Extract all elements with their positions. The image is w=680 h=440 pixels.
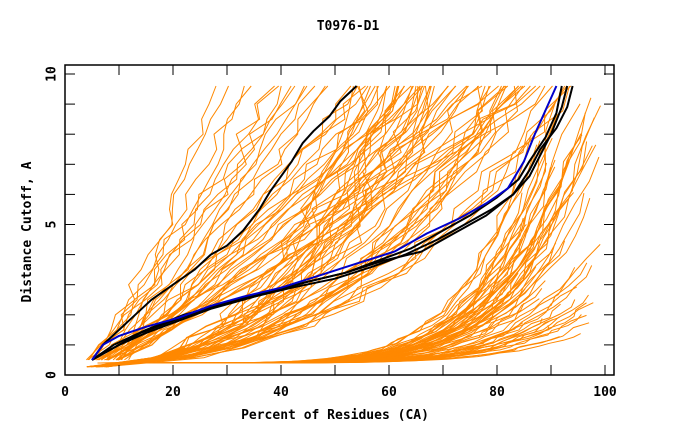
model-line	[106, 85, 326, 361]
model-line	[97, 172, 518, 364]
model-line	[101, 85, 369, 361]
series-line-black-2	[91, 85, 569, 361]
model-line	[90, 85, 486, 368]
model-line	[89, 85, 366, 368]
plot-frame	[64, 64, 615, 376]
model-line	[107, 322, 524, 364]
model-line	[97, 85, 388, 368]
chart-title: T0976-D1	[317, 19, 380, 34]
model-line	[94, 85, 229, 361]
model-line	[91, 85, 369, 368]
model-line	[105, 85, 376, 368]
x-tick-label: 0	[61, 385, 69, 400]
model-line	[93, 85, 480, 361]
model-line	[96, 85, 566, 368]
x-tick-label: 20	[165, 385, 181, 400]
model-line	[107, 85, 379, 361]
x-axis-label: Percent of Residues (CA)	[241, 408, 429, 423]
model-line	[116, 85, 546, 361]
series-line-black-1	[91, 85, 358, 361]
highlight-lines	[91, 85, 574, 361]
model-line	[88, 85, 245, 361]
model-line	[100, 239, 521, 364]
model-line	[100, 145, 593, 364]
axis-ticks	[64, 65, 614, 376]
model-line	[100, 85, 425, 368]
model-line	[105, 85, 572, 368]
model-line	[107, 85, 406, 368]
y-tick-labels: 0 5 10	[45, 66, 60, 379]
model-line	[102, 318, 553, 364]
other-models-lines	[86, 85, 601, 368]
model-line	[115, 85, 329, 361]
y-tick-label: 0	[45, 371, 60, 379]
model-line	[98, 85, 505, 368]
series-line-black-3	[91, 85, 563, 361]
model-line	[108, 251, 553, 364]
y-axis-label: Distance Cutoff, A	[20, 161, 35, 302]
series-line-blue	[91, 85, 558, 361]
model-line	[95, 85, 435, 368]
x-tick-label: 40	[273, 385, 289, 400]
model-line	[120, 85, 398, 361]
y-tick-label: 10	[45, 66, 60, 82]
model-line	[102, 85, 400, 368]
model-line	[115, 85, 423, 361]
x-tick-label: 80	[489, 385, 505, 400]
model-line	[96, 85, 570, 368]
model-line	[87, 85, 280, 361]
model-line	[88, 85, 252, 361]
model-line	[118, 85, 217, 361]
model-line	[100, 85, 308, 361]
model-line	[98, 85, 379, 361]
x-tick-label: 100	[593, 385, 617, 400]
model-line	[93, 85, 468, 368]
model-line	[86, 85, 282, 361]
x-tick-label: 60	[381, 385, 397, 400]
series-line-black-4	[91, 85, 574, 361]
x-tick-labels: 0 20 40 60 80 100	[61, 385, 617, 400]
y-tick-label: 5	[45, 221, 60, 229]
